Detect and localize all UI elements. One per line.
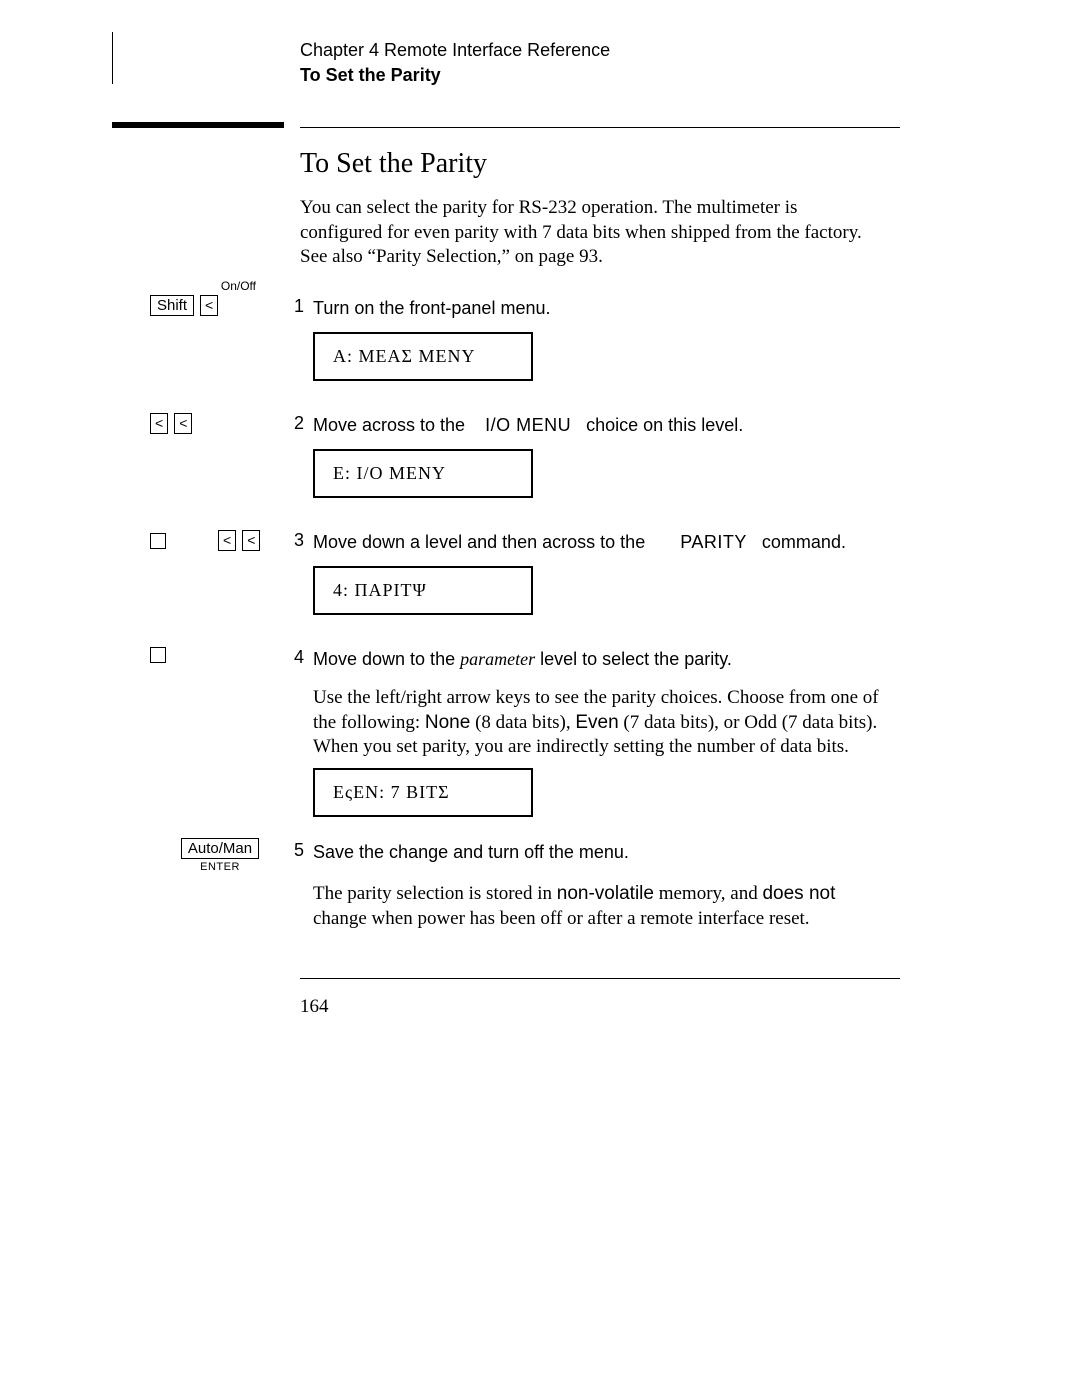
left-arrow-key: < bbox=[200, 295, 218, 316]
step1-keys: On/Off Shift < bbox=[150, 279, 290, 316]
step5-nv: non-volatile bbox=[557, 883, 654, 904]
page-header: Chapter 4 Remote Interface Reference To … bbox=[300, 38, 610, 88]
down-key-icon bbox=[150, 647, 166, 663]
step3-text: Move down a level and then across to the… bbox=[313, 530, 893, 554]
step5-detail-b: memory, and bbox=[659, 883, 758, 904]
step3-text-b: command. bbox=[762, 532, 846, 552]
section-line: To Set the Parity bbox=[300, 63, 610, 88]
step2-text: Move across to the I/O MENU choice on th… bbox=[313, 413, 893, 437]
step4-display: EςEN: 7 BITΣ bbox=[313, 768, 533, 817]
page-number: 164 bbox=[300, 996, 329, 1018]
enter-label: ENTER bbox=[200, 861, 240, 873]
page-title: To Set the Parity bbox=[300, 148, 487, 180]
step1-number: 1 bbox=[294, 296, 304, 317]
step5-dn: does not bbox=[762, 883, 835, 904]
step4-text-a: Move down to the bbox=[313, 649, 455, 669]
left-arrow-key: < bbox=[150, 413, 168, 434]
page: Chapter 4 Remote Interface Reference To … bbox=[0, 0, 1080, 1397]
step3-display: 4: ΠΑΡΙΤΨ bbox=[313, 566, 533, 615]
step5-keys: Auto/Man ENTER bbox=[150, 838, 290, 873]
step4-text-b: level to select the parity. bbox=[540, 649, 732, 669]
shift-key: Shift bbox=[150, 295, 194, 316]
section-bar bbox=[112, 122, 284, 128]
step2-display: E: I/O MENY bbox=[313, 449, 533, 498]
step3-number: 3 bbox=[294, 530, 304, 551]
step3-keys: < < bbox=[150, 530, 290, 551]
step1-text: Turn on the front-panel menu. bbox=[313, 296, 893, 320]
step4-keys bbox=[150, 647, 290, 663]
automan-key: Auto/Man bbox=[181, 838, 259, 859]
left-arrow-key: < bbox=[218, 530, 236, 551]
header-divider bbox=[112, 32, 113, 84]
step4-none-bits: (8 data bits), bbox=[475, 712, 571, 733]
step4-text: Move down to the parameter level to sele… bbox=[313, 647, 893, 671]
bottom-rule bbox=[300, 978, 900, 979]
left-arrow-key: < bbox=[174, 413, 192, 434]
step4-even: Even bbox=[575, 712, 618, 733]
intro-paragraph: You can select the parity for RS-232 ope… bbox=[300, 196, 880, 270]
step2-text-a: Move across to the bbox=[313, 415, 465, 435]
onoff-label: On/Off bbox=[221, 279, 256, 293]
step5-detail-c: change when power has been off or after … bbox=[313, 908, 810, 929]
step4-number: 4 bbox=[294, 647, 304, 668]
step5-number: 5 bbox=[294, 840, 304, 861]
step3-text-a: Move down a level and then across to the bbox=[313, 532, 645, 552]
step2-keys: < < bbox=[150, 413, 290, 434]
step5-detail: The parity selection is stored in non-vo… bbox=[313, 882, 893, 931]
down-key-icon bbox=[150, 533, 166, 549]
step4-none: None bbox=[425, 712, 470, 733]
chapter-line: Chapter 4 Remote Interface Reference bbox=[300, 38, 610, 63]
step2-text-b: choice on this level. bbox=[586, 415, 743, 435]
step5-text: Save the change and turn off the menu. bbox=[313, 840, 893, 864]
step4-param: parameter bbox=[460, 649, 535, 669]
step1-display: A: MEAΣ MENY bbox=[313, 332, 533, 381]
top-rule bbox=[300, 127, 900, 128]
left-arrow-key: < bbox=[242, 530, 260, 551]
step2-number: 2 bbox=[294, 413, 304, 434]
step5-detail-a: The parity selection is stored in bbox=[313, 883, 552, 904]
step4-detail: Use the left/right arrow keys to see the… bbox=[313, 686, 893, 760]
step2-menu: I/O MENU bbox=[485, 415, 571, 435]
step3-cmd: PARITY bbox=[680, 532, 747, 552]
